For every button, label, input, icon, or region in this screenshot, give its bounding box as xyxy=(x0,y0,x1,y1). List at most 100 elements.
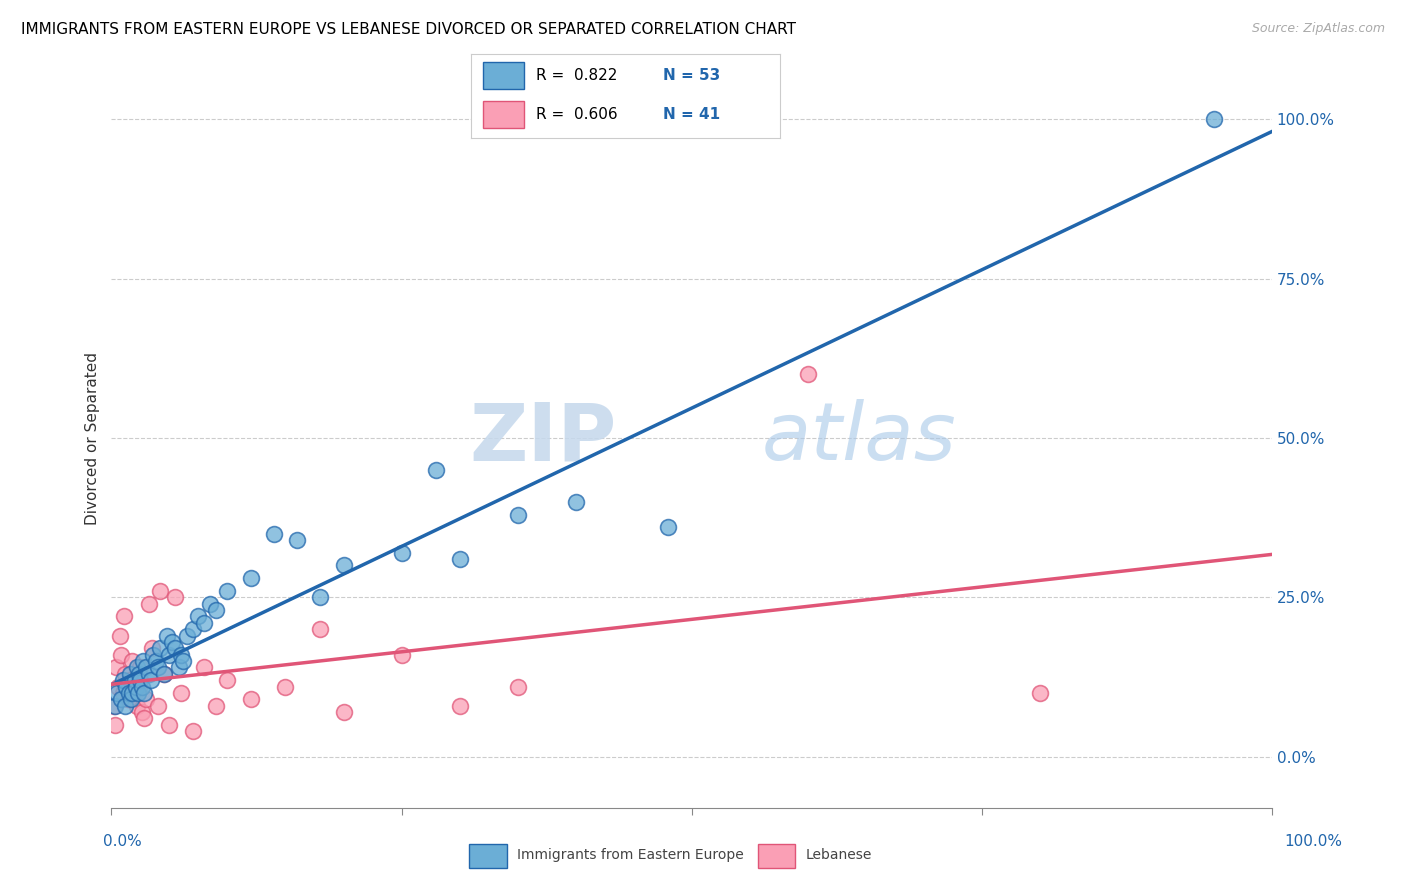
Point xyxy=(135,692,157,706)
Point xyxy=(205,603,228,617)
Text: atlas: atlas xyxy=(761,399,956,477)
Point xyxy=(391,648,413,662)
Point xyxy=(125,680,148,694)
Point xyxy=(121,654,143,668)
FancyBboxPatch shape xyxy=(484,62,523,89)
Point xyxy=(217,673,239,688)
Point xyxy=(129,673,152,688)
Point xyxy=(332,558,354,573)
Point xyxy=(149,641,172,656)
Text: 100.0%: 100.0% xyxy=(1285,834,1343,848)
Y-axis label: Divorced or Separated: Divorced or Separated xyxy=(86,351,100,524)
Point xyxy=(172,654,194,668)
Text: Lebanese: Lebanese xyxy=(806,848,872,863)
Point xyxy=(118,666,141,681)
Point xyxy=(105,660,128,674)
Point xyxy=(127,686,149,700)
Point xyxy=(125,660,148,674)
Point xyxy=(193,660,215,674)
Point xyxy=(152,666,174,681)
Text: ZIP: ZIP xyxy=(470,399,616,477)
Point xyxy=(128,680,150,694)
Point xyxy=(449,698,471,713)
Text: R =  0.822: R = 0.822 xyxy=(536,68,617,83)
Point xyxy=(105,686,128,700)
Point xyxy=(217,584,239,599)
Point xyxy=(160,635,183,649)
Point xyxy=(159,648,181,662)
Point xyxy=(205,698,228,713)
Point xyxy=(239,571,262,585)
Point xyxy=(146,660,169,674)
Point xyxy=(181,622,204,636)
Point xyxy=(309,622,332,636)
Point xyxy=(138,597,160,611)
Text: N = 53: N = 53 xyxy=(662,68,720,83)
Point xyxy=(111,686,134,700)
Point xyxy=(165,641,187,656)
Point xyxy=(131,705,153,719)
Point xyxy=(108,629,131,643)
Point xyxy=(167,660,190,674)
Point xyxy=(135,660,157,674)
Point xyxy=(156,629,179,643)
Point xyxy=(332,705,354,719)
Text: Immigrants from Eastern Europe: Immigrants from Eastern Europe xyxy=(517,848,744,863)
Point xyxy=(796,368,818,382)
Text: 0.0%: 0.0% xyxy=(103,834,142,848)
Point xyxy=(564,495,586,509)
Point xyxy=(115,680,138,694)
Point xyxy=(138,666,160,681)
Point xyxy=(111,673,134,688)
Point xyxy=(425,463,447,477)
Point xyxy=(1029,686,1052,700)
Point xyxy=(103,698,125,713)
Point xyxy=(129,660,152,674)
Point xyxy=(121,686,143,700)
Text: N = 41: N = 41 xyxy=(662,107,720,122)
Point xyxy=(104,698,127,713)
Point xyxy=(142,648,165,662)
Point xyxy=(107,680,129,694)
Point xyxy=(506,680,529,694)
Point xyxy=(165,591,187,605)
Point xyxy=(117,692,139,706)
Text: IMMIGRANTS FROM EASTERN EUROPE VS LEBANESE DIVORCED OR SEPARATED CORRELATION CHA: IMMIGRANTS FROM EASTERN EUROPE VS LEBANE… xyxy=(21,22,796,37)
Point xyxy=(124,686,146,700)
Point xyxy=(118,692,141,706)
Point xyxy=(657,520,679,534)
Point xyxy=(128,666,150,681)
Point xyxy=(198,597,221,611)
Point xyxy=(118,686,141,700)
Point xyxy=(176,629,198,643)
Point xyxy=(309,591,332,605)
FancyBboxPatch shape xyxy=(758,844,796,868)
Point xyxy=(152,666,174,681)
Point xyxy=(274,680,297,694)
FancyBboxPatch shape xyxy=(484,101,523,128)
Text: R =  0.606: R = 0.606 xyxy=(536,107,617,122)
Text: Source: ZipAtlas.com: Source: ZipAtlas.com xyxy=(1251,22,1385,36)
Point xyxy=(239,692,262,706)
Point xyxy=(139,673,162,688)
Point xyxy=(118,673,141,688)
Point xyxy=(110,692,132,706)
Point xyxy=(506,508,529,522)
Point xyxy=(181,724,204,739)
Point xyxy=(132,711,155,725)
FancyBboxPatch shape xyxy=(470,844,506,868)
Point xyxy=(141,641,163,656)
Point xyxy=(131,680,153,694)
Point xyxy=(114,698,136,713)
Point xyxy=(112,609,135,624)
Point xyxy=(145,654,167,668)
Point xyxy=(159,718,181,732)
Point xyxy=(120,692,142,706)
Point xyxy=(170,686,193,700)
Point xyxy=(1202,112,1225,127)
Point xyxy=(114,666,136,681)
Point xyxy=(149,584,172,599)
Point xyxy=(146,698,169,713)
Point xyxy=(124,673,146,688)
Point xyxy=(170,648,193,662)
